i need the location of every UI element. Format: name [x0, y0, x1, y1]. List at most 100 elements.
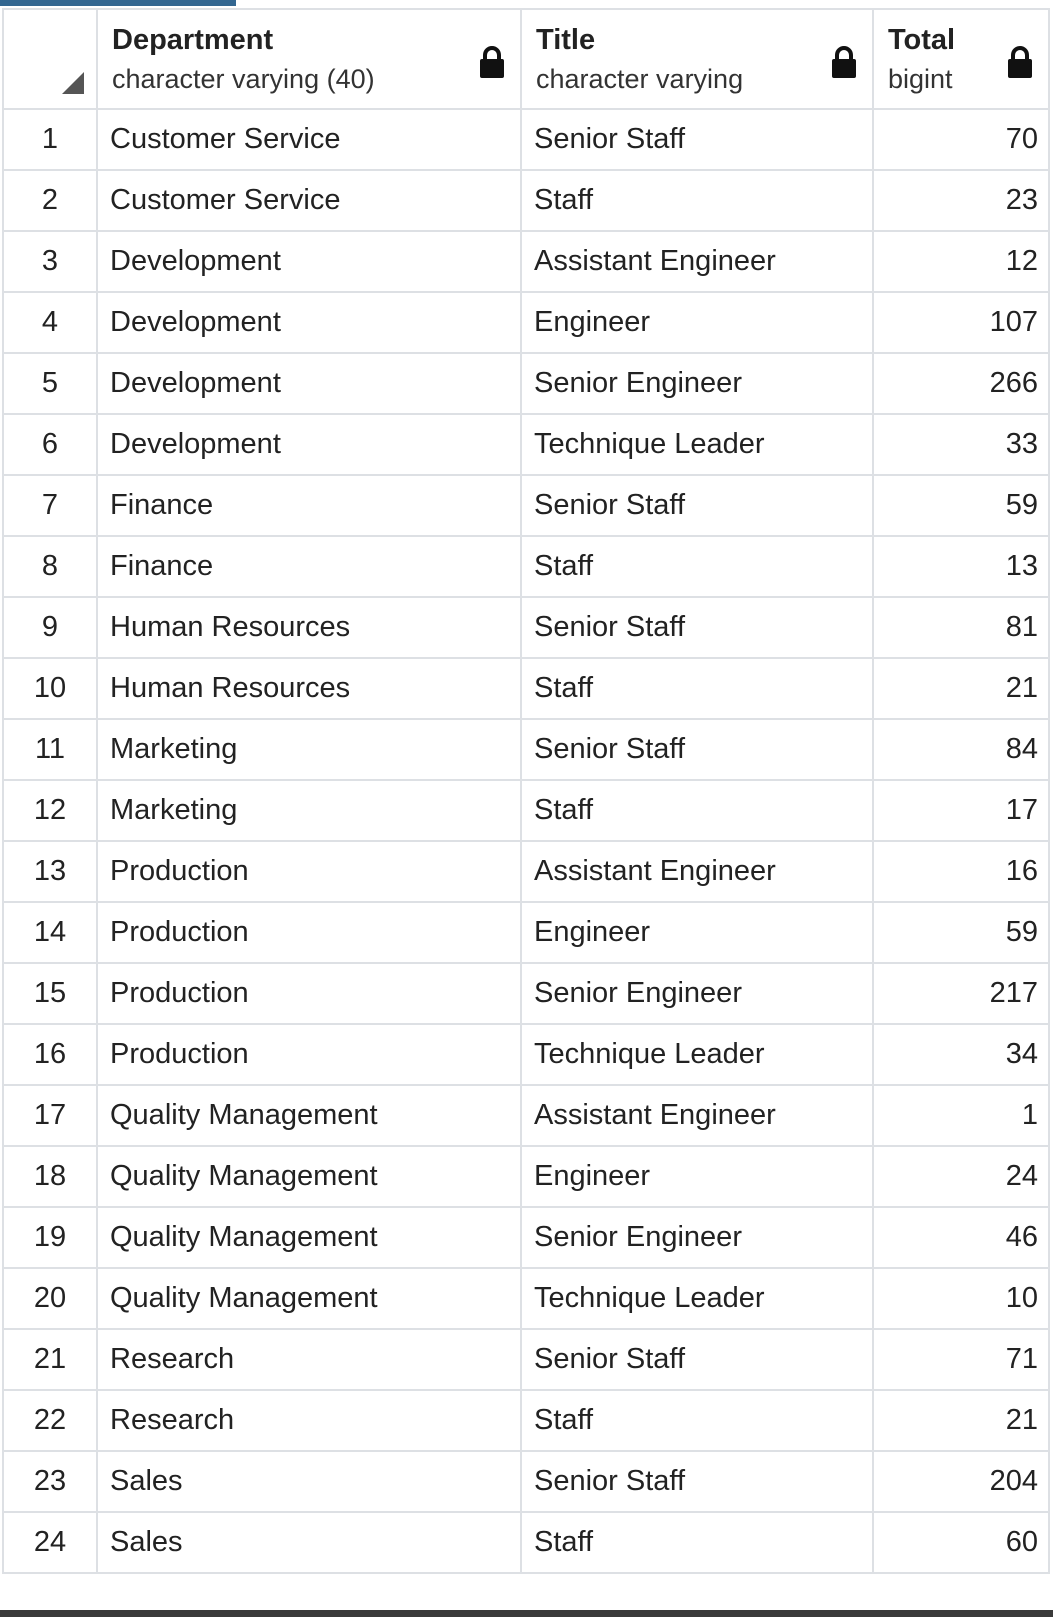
- total-cell[interactable]: 21: [872, 1389, 1050, 1452]
- table-row[interactable]: 12 Marketing Staff 17: [2, 779, 1050, 842]
- table-row[interactable]: 10 Human Resources Staff 21: [2, 657, 1050, 720]
- department-cell[interactable]: Quality Management: [96, 1084, 522, 1147]
- department-cell[interactable]: Research: [96, 1389, 522, 1452]
- department-cell[interactable]: Production: [96, 840, 522, 903]
- total-cell[interactable]: 33: [872, 413, 1050, 476]
- table-row[interactable]: 24 Sales Staff 60: [2, 1511, 1050, 1574]
- total-cell[interactable]: 84: [872, 718, 1050, 781]
- table-row[interactable]: 4 Development Engineer 107: [2, 291, 1050, 354]
- select-all-corner[interactable]: [2, 8, 98, 110]
- department-cell[interactable]: Sales: [96, 1450, 522, 1513]
- row-number-cell[interactable]: 18: [2, 1145, 98, 1208]
- row-number-cell[interactable]: 16: [2, 1023, 98, 1086]
- title-cell[interactable]: Staff: [520, 779, 874, 842]
- title-cell[interactable]: Senior Staff: [520, 596, 874, 659]
- title-cell[interactable]: Staff: [520, 169, 874, 232]
- total-cell[interactable]: 17: [872, 779, 1050, 842]
- title-cell[interactable]: Senior Staff: [520, 474, 874, 537]
- column-header-total[interactable]: Total bigint: [872, 8, 1050, 110]
- total-cell[interactable]: 21: [872, 657, 1050, 720]
- department-cell[interactable]: Development: [96, 352, 522, 415]
- title-cell[interactable]: Engineer: [520, 901, 874, 964]
- row-number-cell[interactable]: 23: [2, 1450, 98, 1513]
- title-cell[interactable]: Staff: [520, 1389, 874, 1452]
- total-cell[interactable]: 23: [872, 169, 1050, 232]
- department-cell[interactable]: Quality Management: [96, 1145, 522, 1208]
- department-cell[interactable]: Finance: [96, 474, 522, 537]
- table-row[interactable]: 23 Sales Senior Staff 204: [2, 1450, 1050, 1513]
- title-cell[interactable]: Senior Staff: [520, 1328, 874, 1391]
- department-cell[interactable]: Development: [96, 230, 522, 293]
- department-cell[interactable]: Production: [96, 962, 522, 1025]
- title-cell[interactable]: Technique Leader: [520, 413, 874, 476]
- total-cell[interactable]: 46: [872, 1206, 1050, 1269]
- total-cell[interactable]: 60: [872, 1511, 1050, 1574]
- row-number-cell[interactable]: 24: [2, 1511, 98, 1574]
- total-cell[interactable]: 16: [872, 840, 1050, 903]
- title-cell[interactable]: Assistant Engineer: [520, 840, 874, 903]
- total-cell[interactable]: 204: [872, 1450, 1050, 1513]
- table-row[interactable]: 15 Production Senior Engineer 217: [2, 962, 1050, 1025]
- title-cell[interactable]: Assistant Engineer: [520, 230, 874, 293]
- column-header-department[interactable]: Department character varying (40): [96, 8, 522, 110]
- department-cell[interactable]: Customer Service: [96, 108, 522, 171]
- title-cell[interactable]: Senior Engineer: [520, 962, 874, 1025]
- table-row[interactable]: 7 Finance Senior Staff 59: [2, 474, 1050, 537]
- department-cell[interactable]: Finance: [96, 535, 522, 598]
- row-number-cell[interactable]: 14: [2, 901, 98, 964]
- table-row[interactable]: 14 Production Engineer 59: [2, 901, 1050, 964]
- total-cell[interactable]: 34: [872, 1023, 1050, 1086]
- total-cell[interactable]: 10: [872, 1267, 1050, 1330]
- title-cell[interactable]: Senior Staff: [520, 718, 874, 781]
- department-cell[interactable]: Development: [96, 413, 522, 476]
- row-number-cell[interactable]: 19: [2, 1206, 98, 1269]
- title-cell[interactable]: Technique Leader: [520, 1023, 874, 1086]
- row-number-cell[interactable]: 21: [2, 1328, 98, 1391]
- row-number-cell[interactable]: 17: [2, 1084, 98, 1147]
- total-cell[interactable]: 59: [872, 474, 1050, 537]
- table-row[interactable]: 9 Human Resources Senior Staff 81: [2, 596, 1050, 659]
- table-row[interactable]: 11 Marketing Senior Staff 84: [2, 718, 1050, 781]
- row-number-cell[interactable]: 20: [2, 1267, 98, 1330]
- table-row[interactable]: 1 Customer Service Senior Staff 70: [2, 108, 1050, 171]
- title-cell[interactable]: Engineer: [520, 291, 874, 354]
- row-number-cell[interactable]: 5: [2, 352, 98, 415]
- row-number-cell[interactable]: 1: [2, 108, 98, 171]
- table-row[interactable]: 21 Research Senior Staff 71: [2, 1328, 1050, 1391]
- row-number-cell[interactable]: 22: [2, 1389, 98, 1452]
- title-cell[interactable]: Engineer: [520, 1145, 874, 1208]
- row-number-cell[interactable]: 10: [2, 657, 98, 720]
- title-cell[interactable]: Senior Staff: [520, 1450, 874, 1513]
- table-row[interactable]: 18 Quality Management Engineer 24: [2, 1145, 1050, 1208]
- table-row[interactable]: 2 Customer Service Staff 23: [2, 169, 1050, 232]
- row-number-cell[interactable]: 4: [2, 291, 98, 354]
- row-number-cell[interactable]: 6: [2, 413, 98, 476]
- total-cell[interactable]: 70: [872, 108, 1050, 171]
- row-number-cell[interactable]: 12: [2, 779, 98, 842]
- title-cell[interactable]: Staff: [520, 1511, 874, 1574]
- title-cell[interactable]: Assistant Engineer: [520, 1084, 874, 1147]
- department-cell[interactable]: Marketing: [96, 779, 522, 842]
- title-cell[interactable]: Senior Engineer: [520, 352, 874, 415]
- table-row[interactable]: 22 Research Staff 21: [2, 1389, 1050, 1452]
- total-cell[interactable]: 71: [872, 1328, 1050, 1391]
- total-cell[interactable]: 266: [872, 352, 1050, 415]
- department-cell[interactable]: Research: [96, 1328, 522, 1391]
- title-cell[interactable]: Staff: [520, 657, 874, 720]
- department-cell[interactable]: Quality Management: [96, 1206, 522, 1269]
- table-row[interactable]: 20 Quality Management Technique Leader 10: [2, 1267, 1050, 1330]
- title-cell[interactable]: Technique Leader: [520, 1267, 874, 1330]
- row-number-cell[interactable]: 7: [2, 474, 98, 537]
- row-number-cell[interactable]: 11: [2, 718, 98, 781]
- row-number-cell[interactable]: 13: [2, 840, 98, 903]
- department-cell[interactable]: Quality Management: [96, 1267, 522, 1330]
- table-row[interactable]: 16 Production Technique Leader 34: [2, 1023, 1050, 1086]
- total-cell[interactable]: 59: [872, 901, 1050, 964]
- table-row[interactable]: 13 Production Assistant Engineer 16: [2, 840, 1050, 903]
- department-cell[interactable]: Sales: [96, 1511, 522, 1574]
- select-all-triangle-icon[interactable]: [62, 72, 84, 94]
- title-cell[interactable]: Staff: [520, 535, 874, 598]
- total-cell[interactable]: 24: [872, 1145, 1050, 1208]
- department-cell[interactable]: Production: [96, 901, 522, 964]
- column-header-title[interactable]: Title character varying: [520, 8, 874, 110]
